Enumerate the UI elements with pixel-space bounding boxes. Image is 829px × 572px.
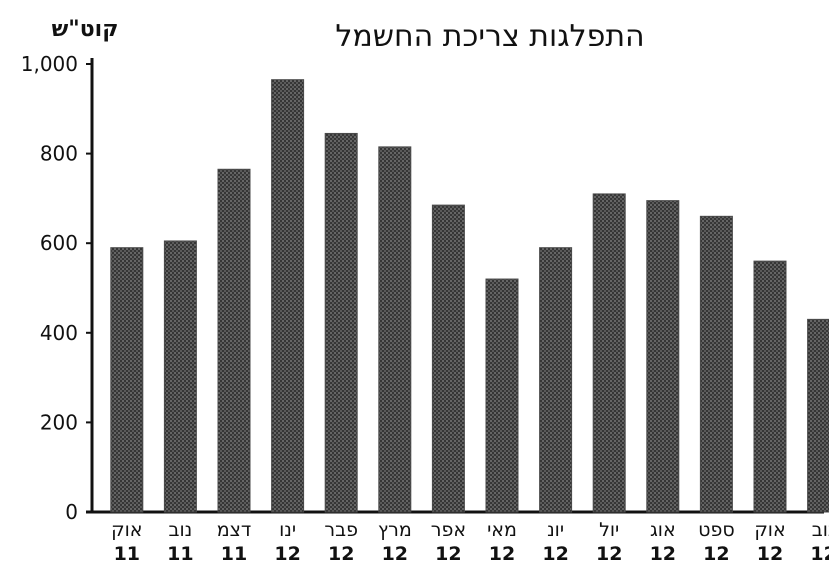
y-ticks: 0 200 400 600 800 1,000: [21, 52, 92, 524]
y-tick-label: 600: [40, 231, 78, 255]
bar: [110, 247, 144, 513]
x-tick-label-year: 12: [274, 543, 300, 565]
x-tick-label-month: ספט: [698, 519, 735, 541]
y-tick-label: 1,000: [21, 52, 78, 76]
x-tick-label-month: מרץ: [378, 519, 412, 541]
y-tick-label: 800: [40, 142, 78, 166]
y-tick-label: 400: [40, 321, 78, 345]
x-tick-label-year: 11: [114, 543, 140, 565]
x-tick-label-month: אוג: [650, 519, 676, 541]
bars: [110, 79, 829, 513]
chart-title: התפלגות צריכת החשמל: [335, 19, 644, 54]
x-tick-label-month: אפר: [431, 519, 466, 541]
x-tick-label-month: אוק: [754, 519, 785, 541]
x-tick-label-year: 12: [435, 543, 461, 565]
y-axis-label: קוט"ש: [52, 17, 119, 42]
x-tick-label-month: יול: [599, 519, 619, 541]
x-tick-label-year: 11: [167, 543, 193, 565]
bar: [753, 260, 787, 513]
x-tick-label-year: 12: [489, 543, 515, 565]
bar: [217, 168, 251, 513]
x-tick-label-year: 12: [703, 543, 729, 565]
x-tick-label-month: אוק: [111, 519, 142, 541]
bar: [431, 204, 465, 513]
x-tick-labels: אוק11נוב11דצמ11ינו12פבר12מרץ12אפר12מאי12…: [111, 519, 829, 565]
bar: [646, 200, 680, 513]
x-tick-label-year: 11: [221, 543, 247, 565]
bar: [271, 79, 305, 513]
x-tick-label-year: 12: [757, 543, 783, 565]
x-tick-label-month: נוב: [169, 519, 193, 541]
x-tick-label-month: מאי: [487, 519, 517, 541]
y-tick-label: 0: [65, 500, 78, 524]
bar: [592, 193, 626, 513]
y-tick-label: 200: [40, 410, 78, 434]
bar: [378, 146, 412, 513]
x-tick-label-year: 12: [596, 543, 622, 565]
x-tick-label-month: ינו: [279, 519, 296, 541]
x-tick-label-year: 12: [542, 543, 568, 565]
x-tick-label-month: פבר: [324, 519, 358, 541]
bar: [807, 318, 829, 513]
x-tick-label-year: 12: [810, 543, 829, 565]
x-tick-label-month: דצמ: [217, 519, 252, 541]
x-tick-label-year: 12: [382, 543, 408, 565]
bar: [539, 247, 573, 513]
bar: [163, 240, 197, 513]
x-tick-label-year: 12: [328, 543, 354, 565]
x-tick-label-year: 12: [650, 543, 676, 565]
bar: [699, 215, 733, 513]
x-tick-label-month: יונ: [547, 519, 564, 541]
x-tick-label-month: נוב: [812, 519, 829, 541]
bar: [485, 278, 519, 513]
bar: [324, 132, 358, 513]
